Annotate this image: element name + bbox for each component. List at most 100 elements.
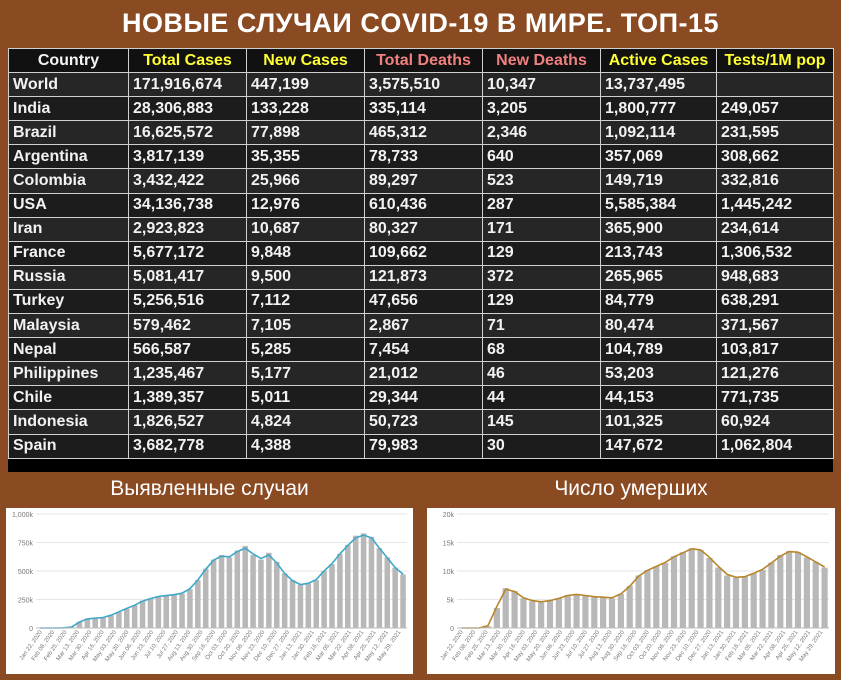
trend-line xyxy=(39,534,404,629)
y-tick-label: 1,000k xyxy=(12,512,34,519)
table-row: USA 34,136,738 12,976 610,436 287 5,585,384 1,… xyxy=(8,192,834,218)
chart-bar xyxy=(242,545,248,628)
value-cell: 3,432,422 xyxy=(128,168,247,194)
value-cell: 121,276 xyxy=(716,361,834,387)
value-cell: 2,346 xyxy=(482,120,601,146)
y-tick-label: 500k xyxy=(18,569,34,576)
value-cell: 3,817,139 xyxy=(128,144,247,170)
chart-bar xyxy=(679,552,686,628)
value-cell: 29,344 xyxy=(364,385,483,411)
chart-bar xyxy=(368,536,375,628)
chart-bar xyxy=(195,580,201,628)
chart-bar xyxy=(384,557,391,628)
chart-bar xyxy=(147,598,154,628)
chart-bar xyxy=(626,585,633,628)
value-cell: 133,228 xyxy=(246,96,365,122)
chart-bar xyxy=(92,618,98,628)
value-cell: 109,662 xyxy=(364,240,483,266)
column-header: Total Deaths xyxy=(364,47,483,74)
cases-chart-panel: Выявленные случаи 0 250k 500k 750k 1,000k Jan… xyxy=(0,475,419,680)
chart-bar xyxy=(564,594,571,628)
country-cell: India xyxy=(8,96,129,122)
y-tick-label: 0 xyxy=(29,626,33,633)
chart-bar xyxy=(155,596,162,628)
value-cell: 5,677,172 xyxy=(128,240,247,266)
deaths-chart-panel: Число умерших 0 5k 10k 15k 20k Jan 22, 2020 Fe… xyxy=(421,475,841,680)
table-row: France 5,677,172 9,848 109,662 129 213,743 1,3… xyxy=(8,240,834,266)
value-cell: 523 xyxy=(482,168,601,194)
value-cell: 10,347 xyxy=(482,72,601,98)
chart-bar xyxy=(250,555,256,628)
chart-bar xyxy=(573,594,580,628)
chart-bar xyxy=(116,612,122,628)
chart-bar xyxy=(715,567,722,628)
chart-bar xyxy=(218,555,225,628)
value-cell: 365,900 xyxy=(600,216,717,242)
chart-bar xyxy=(538,602,545,628)
chart-bar xyxy=(100,617,106,628)
country-cell: Indonesia xyxy=(8,409,129,435)
chart-bar xyxy=(794,552,802,628)
value-cell: 9,500 xyxy=(246,264,365,290)
chart-bar xyxy=(759,569,766,628)
value-cell: 77,898 xyxy=(246,120,365,146)
value-cell: 357,069 xyxy=(600,144,717,170)
chart-bar xyxy=(337,553,343,628)
chart-bar xyxy=(297,584,304,628)
value-cell: 465,312 xyxy=(364,120,483,146)
column-header: Total Cases xyxy=(128,47,247,74)
y-tick-label: 250k xyxy=(18,598,34,605)
value-cell: 1,445,242 xyxy=(716,192,834,218)
value-cell: 79,983 xyxy=(364,433,483,459)
value-cell: 213,743 xyxy=(600,240,717,266)
chart-bar xyxy=(706,557,713,628)
value-cell: 579,462 xyxy=(128,313,247,339)
chart-bar xyxy=(741,576,748,628)
chart-bar xyxy=(313,580,319,628)
value-cell: 1,235,467 xyxy=(128,361,247,387)
value-cell: 60,924 xyxy=(716,409,834,435)
value-cell: 371,567 xyxy=(716,313,834,339)
chart-bar xyxy=(281,573,288,628)
value-cell: 147,672 xyxy=(600,433,717,459)
chart-bar xyxy=(582,595,589,628)
table-row: Chile 1,389,357 5,011 29,344 44 44,153 771,735 xyxy=(8,385,834,411)
value-cell: 7,105 xyxy=(246,313,365,339)
value-cell: 28,306,883 xyxy=(128,96,247,122)
country-cell: France xyxy=(8,240,129,266)
y-tick-label: 20k xyxy=(443,512,455,519)
chart-bar xyxy=(202,568,209,628)
chart-bar xyxy=(187,589,193,628)
table-row: Colombia 3,432,422 25,966 89,297 523 149,719 3… xyxy=(8,168,834,194)
chart-bar xyxy=(76,621,83,628)
value-cell: 30 xyxy=(482,433,601,459)
value-cell: 149,719 xyxy=(600,168,717,194)
country-cell: Brazil xyxy=(8,120,129,146)
value-cell: 566,587 xyxy=(128,337,247,363)
country-cell: Spain xyxy=(8,433,129,459)
column-header: Tests/1M pop xyxy=(716,47,834,74)
value-cell: 50,723 xyxy=(364,409,483,435)
chart-bar xyxy=(258,559,264,628)
table-row: Indonesia 1,826,527 4,824 50,723 145 101,325 6… xyxy=(8,409,834,435)
country-cell: Iran xyxy=(8,216,129,242)
value-cell: 1,800,777 xyxy=(600,96,717,122)
y-tick-label: 5k xyxy=(447,598,455,605)
value-cell: 13,737,495 xyxy=(600,72,717,98)
value-cell: 372 xyxy=(482,264,601,290)
chart-bar xyxy=(484,626,492,628)
value-cell: 84,779 xyxy=(600,288,717,315)
value-cell: 3,575,510 xyxy=(364,72,483,98)
chart-bar xyxy=(812,561,819,628)
value-cell: 3,205 xyxy=(482,96,601,122)
table-row: Turkey 5,256,516 7,112 47,656 129 84,779 638,2… xyxy=(8,288,834,315)
value-cell: 231,595 xyxy=(716,120,834,146)
chart-bar xyxy=(600,597,607,628)
chart-bar xyxy=(750,573,757,628)
value-cell: 12,976 xyxy=(246,192,365,218)
chart-bar xyxy=(670,556,678,628)
value-cell: 171,916,674 xyxy=(128,72,247,98)
value-cell: 101,325 xyxy=(600,409,717,435)
value-cell: 129 xyxy=(482,240,601,266)
